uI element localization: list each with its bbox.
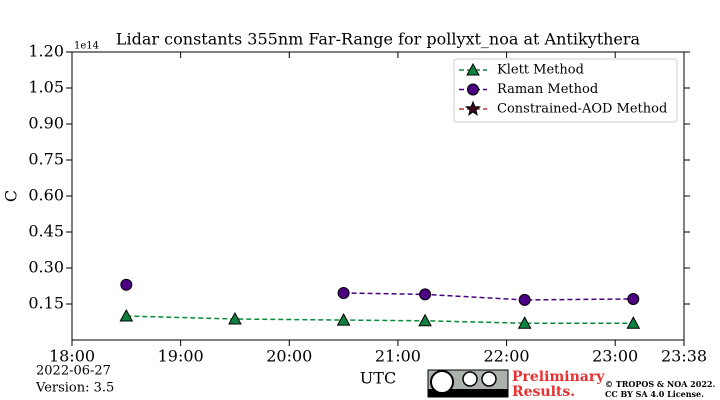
y-tick-label: 0.45 bbox=[28, 222, 64, 241]
series-line bbox=[343, 292, 634, 301]
data-point bbox=[518, 293, 531, 306]
data-point bbox=[517, 316, 532, 329]
data-point bbox=[336, 313, 351, 326]
y-tick-label: 1.20 bbox=[28, 42, 64, 61]
y-tick-label: 0.15 bbox=[28, 294, 64, 313]
y-tick-label: 0.90 bbox=[28, 114, 64, 133]
y-tick-label: 1.05 bbox=[28, 78, 64, 97]
y-axis-label: C bbox=[2, 190, 21, 202]
y-tick-label: 0.75 bbox=[28, 150, 64, 169]
legend-marker bbox=[467, 83, 479, 96]
data-point bbox=[419, 288, 432, 301]
x-tick-label: 20:00 bbox=[266, 347, 312, 366]
y-offset-text: 1e14 bbox=[74, 41, 99, 52]
data-point bbox=[119, 308, 134, 322]
notice: Results. bbox=[512, 384, 575, 400]
data-point bbox=[228, 311, 242, 325]
legend-label: Constrained-AOD Method bbox=[497, 102, 667, 117]
data-point bbox=[337, 286, 350, 299]
legend-marker bbox=[464, 100, 482, 116]
x-tick-label: 23:38 bbox=[661, 347, 707, 366]
version: Version: 3.5 bbox=[35, 381, 114, 396]
date: 2022-06-27 bbox=[36, 364, 111, 379]
x-axis-label: UTC bbox=[360, 369, 396, 388]
y-tick-label: 0.60 bbox=[28, 186, 64, 205]
y-tick-label: 0.30 bbox=[28, 258, 64, 277]
data-point bbox=[120, 278, 133, 291]
legend-label: Raman Method bbox=[497, 82, 598, 97]
data-point bbox=[418, 313, 432, 327]
chart-title: Lidar constants 355nm Far-Range for poll… bbox=[116, 30, 641, 49]
x-tick-label: 18:00 bbox=[49, 347, 95, 366]
data-point bbox=[627, 292, 640, 305]
x-tick-label: 21:00 bbox=[375, 347, 421, 366]
x-tick-label: 23:00 bbox=[592, 347, 638, 366]
x-tick-label: 22:00 bbox=[484, 347, 530, 366]
series-line bbox=[126, 315, 634, 324]
x-tick-label: 19:00 bbox=[158, 347, 204, 366]
legend-box bbox=[453, 58, 678, 123]
cc-badge bbox=[427, 369, 509, 398]
copyright: CC BY SA 4.0 License. bbox=[605, 389, 704, 399]
data-point bbox=[626, 316, 641, 329]
legend-marker bbox=[466, 62, 480, 76]
legend-label: Klett Method bbox=[497, 63, 584, 78]
notice: Preliminary bbox=[512, 369, 605, 385]
copyright: © TROPOS & NOA 2022. bbox=[605, 379, 715, 389]
